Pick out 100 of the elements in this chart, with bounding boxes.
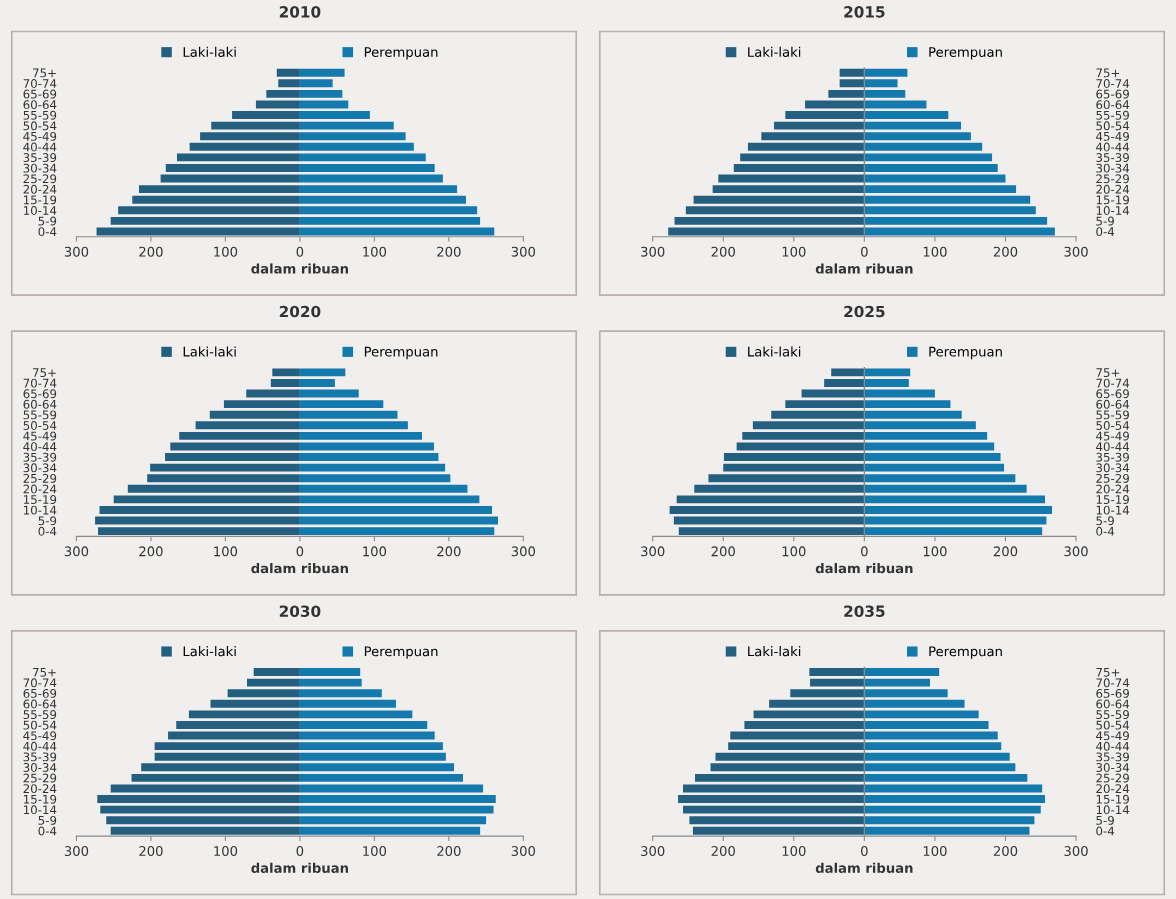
y-tick-label: 55-59 <box>1096 410 1129 420</box>
x-tick-label: 100 <box>782 846 806 857</box>
bar <box>270 379 300 387</box>
bar <box>299 826 481 835</box>
y-tick-label: 25-29 <box>1096 773 1129 783</box>
y-tick-label: 15-19 <box>23 195 57 205</box>
bar <box>195 421 300 430</box>
y-tick-label: 70-74 <box>23 678 57 688</box>
bar <box>299 121 394 130</box>
y-tick-label: 35-39 <box>23 452 57 462</box>
y-tick-label: 50-54 <box>23 421 57 430</box>
bar <box>769 699 865 708</box>
x-tick-label: 300 <box>1064 846 1088 857</box>
bar <box>668 227 865 236</box>
bar <box>864 185 1017 194</box>
bar <box>736 442 865 451</box>
y-tick-label: 70-74 <box>1096 79 1130 88</box>
y-tick-label: 0-4 <box>1096 227 1115 237</box>
y-tick-label: 35-39 <box>23 752 57 762</box>
bar <box>147 474 300 483</box>
bar <box>299 795 496 803</box>
bar <box>96 227 300 236</box>
bar <box>99 505 300 514</box>
x-tick-label: 100 <box>782 246 806 257</box>
y-tick-label: 10-14 <box>1096 505 1130 515</box>
y-tick-label: 45-49 <box>23 731 57 741</box>
bar <box>864 400 951 409</box>
y-tick-label: 25-29 <box>23 773 57 783</box>
y-tick-label: 10-14 <box>1096 805 1130 815</box>
legend-label: Perempuan <box>929 346 1002 360</box>
y-tick-label: 30-34 <box>23 163 57 173</box>
x-axis-title: dalam ribuan <box>251 563 348 574</box>
y-tick-label: 35-39 <box>23 153 57 163</box>
x-tick-label: 200 <box>711 846 735 857</box>
bar <box>154 752 300 761</box>
bar <box>299 174 443 183</box>
bar <box>809 668 865 677</box>
y-tick-label: 65-69 <box>23 389 57 399</box>
bar <box>299 111 370 120</box>
bar <box>839 79 865 88</box>
bar <box>695 773 865 782</box>
bar <box>98 527 300 536</box>
bar <box>154 742 300 751</box>
bar <box>179 431 300 440</box>
x-tick-label: 100 <box>782 546 806 557</box>
bar <box>150 463 300 472</box>
legend-label: Laki-laki <box>183 46 236 57</box>
y-tick-label: 35-39 <box>1096 153 1129 163</box>
bar <box>278 79 300 88</box>
bar <box>774 121 865 130</box>
y-tick-label: 20-24 <box>1096 184 1130 194</box>
y-tick-label: 60-64 <box>23 399 57 409</box>
bar <box>693 195 865 204</box>
y-tick-label: 60-64 <box>1096 399 1130 409</box>
x-tick-label: 100 <box>923 246 947 257</box>
y-tick-label: 40-44 <box>1096 741 1130 751</box>
bar <box>299 227 495 236</box>
bar <box>864 89 906 98</box>
bar <box>864 142 983 151</box>
bar <box>247 678 300 687</box>
bar <box>141 763 300 772</box>
legend-label: Laki-laki <box>183 646 236 657</box>
bar <box>723 453 865 462</box>
x-tick-label: 200 <box>139 246 163 257</box>
y-tick-label: 40-44 <box>23 741 57 751</box>
y-tick-label: 30-34 <box>1096 763 1130 772</box>
bar <box>299 668 361 677</box>
bar <box>730 731 865 740</box>
x-tick-label: 300 <box>64 846 89 857</box>
y-tick-label: 0-4 <box>38 227 57 237</box>
bar <box>165 453 300 462</box>
y-tick-label: 5-9 <box>1096 216 1114 226</box>
bar <box>864 699 965 708</box>
bar <box>139 185 300 194</box>
bar <box>299 527 495 536</box>
y-tick-label: 15-19 <box>23 794 57 804</box>
bar <box>299 431 423 440</box>
bar <box>676 495 865 504</box>
bar <box>674 216 865 225</box>
bar <box>255 100 300 109</box>
bar <box>828 89 865 98</box>
bar <box>864 421 976 430</box>
x-tick-label: 0 <box>861 246 868 257</box>
x-tick-label: 300 <box>641 846 665 857</box>
bar <box>864 527 1043 536</box>
bar <box>299 805 494 814</box>
x-tick-label: 200 <box>139 846 163 857</box>
x-tick-label: 200 <box>437 546 461 557</box>
y-tick-label: 0-4 <box>38 826 57 836</box>
x-tick-label: 100 <box>923 546 947 557</box>
bar <box>110 216 300 225</box>
bar <box>299 742 443 751</box>
bar <box>747 142 865 151</box>
legend-label: Perempuan <box>364 346 438 360</box>
y-tick-label: 55-59 <box>1096 710 1129 720</box>
bar <box>299 368 346 377</box>
bar <box>864 379 909 387</box>
bar <box>864 216 1048 225</box>
bar <box>790 689 865 698</box>
x-tick-label: 300 <box>1064 546 1088 557</box>
